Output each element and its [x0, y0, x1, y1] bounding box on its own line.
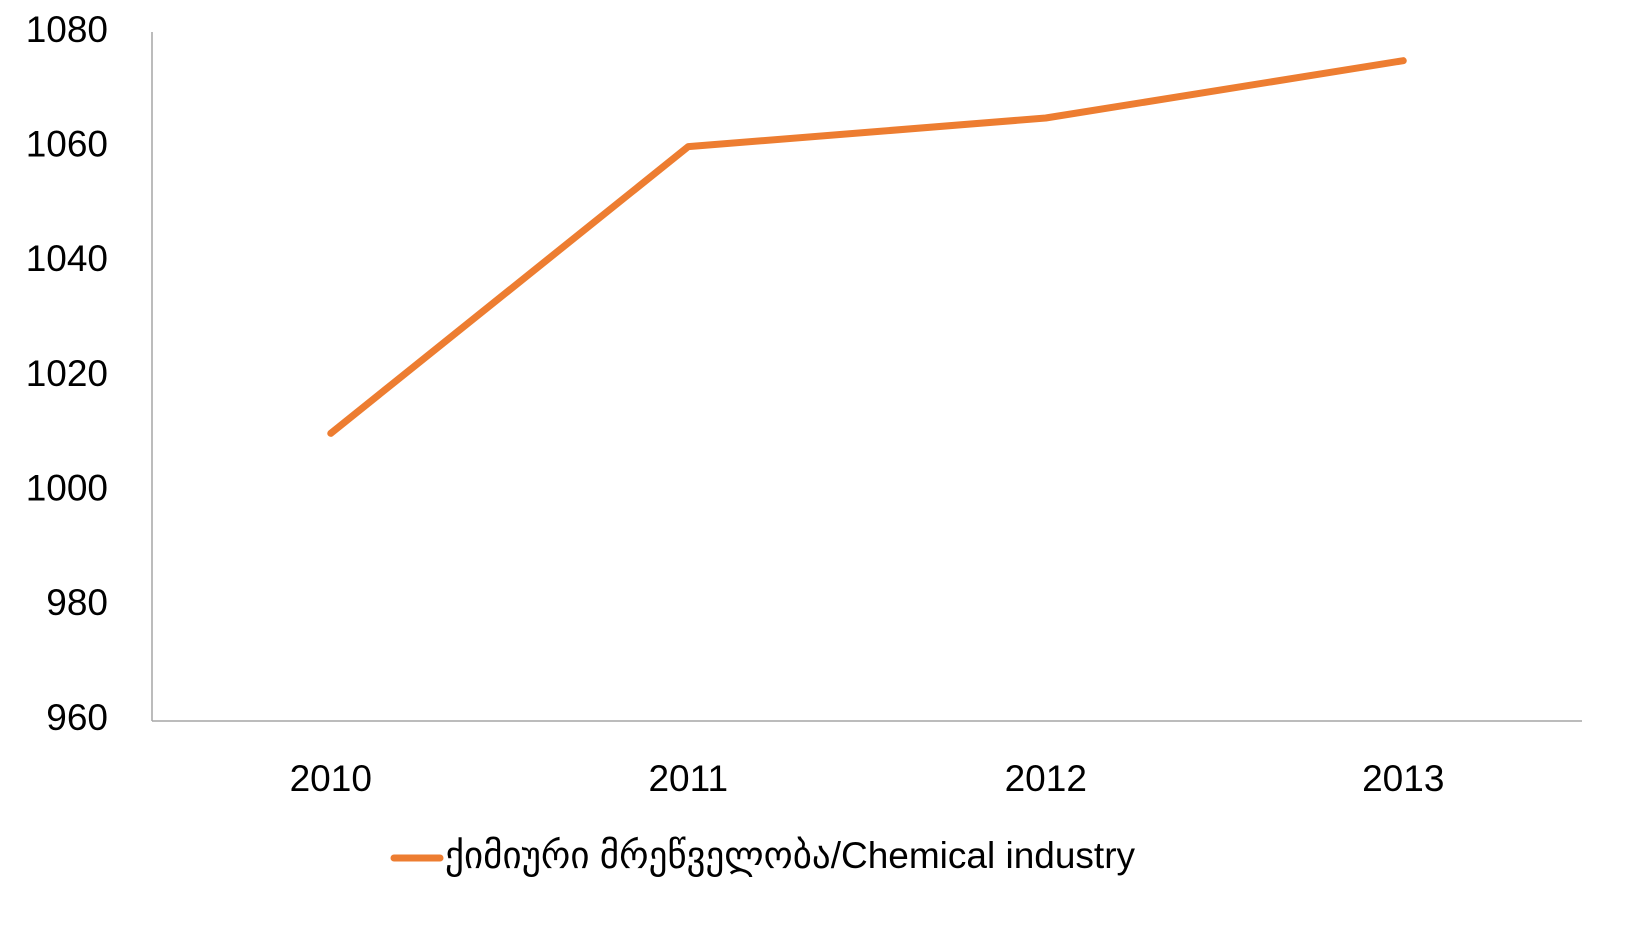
x-tick-label: 2012: [1005, 758, 1087, 799]
x-tick-label: 2013: [1362, 758, 1444, 799]
y-tick-label: 1060: [26, 123, 108, 164]
y-tick-label: 1000: [26, 467, 108, 508]
x-tick-label: 2011: [648, 758, 728, 799]
y-tick-label: 1080: [26, 9, 108, 50]
y-tick-label: 960: [46, 697, 108, 738]
line: [327, 57, 1407, 437]
y-tick-label: 980: [46, 582, 108, 623]
x-tick-label: 2010: [290, 758, 372, 799]
y-tick-label: 1020: [26, 353, 108, 394]
legend-label: ქიმიური მრეწველობა/Chemical industry: [445, 835, 1136, 877]
y-tick-label: 1040: [26, 238, 108, 279]
